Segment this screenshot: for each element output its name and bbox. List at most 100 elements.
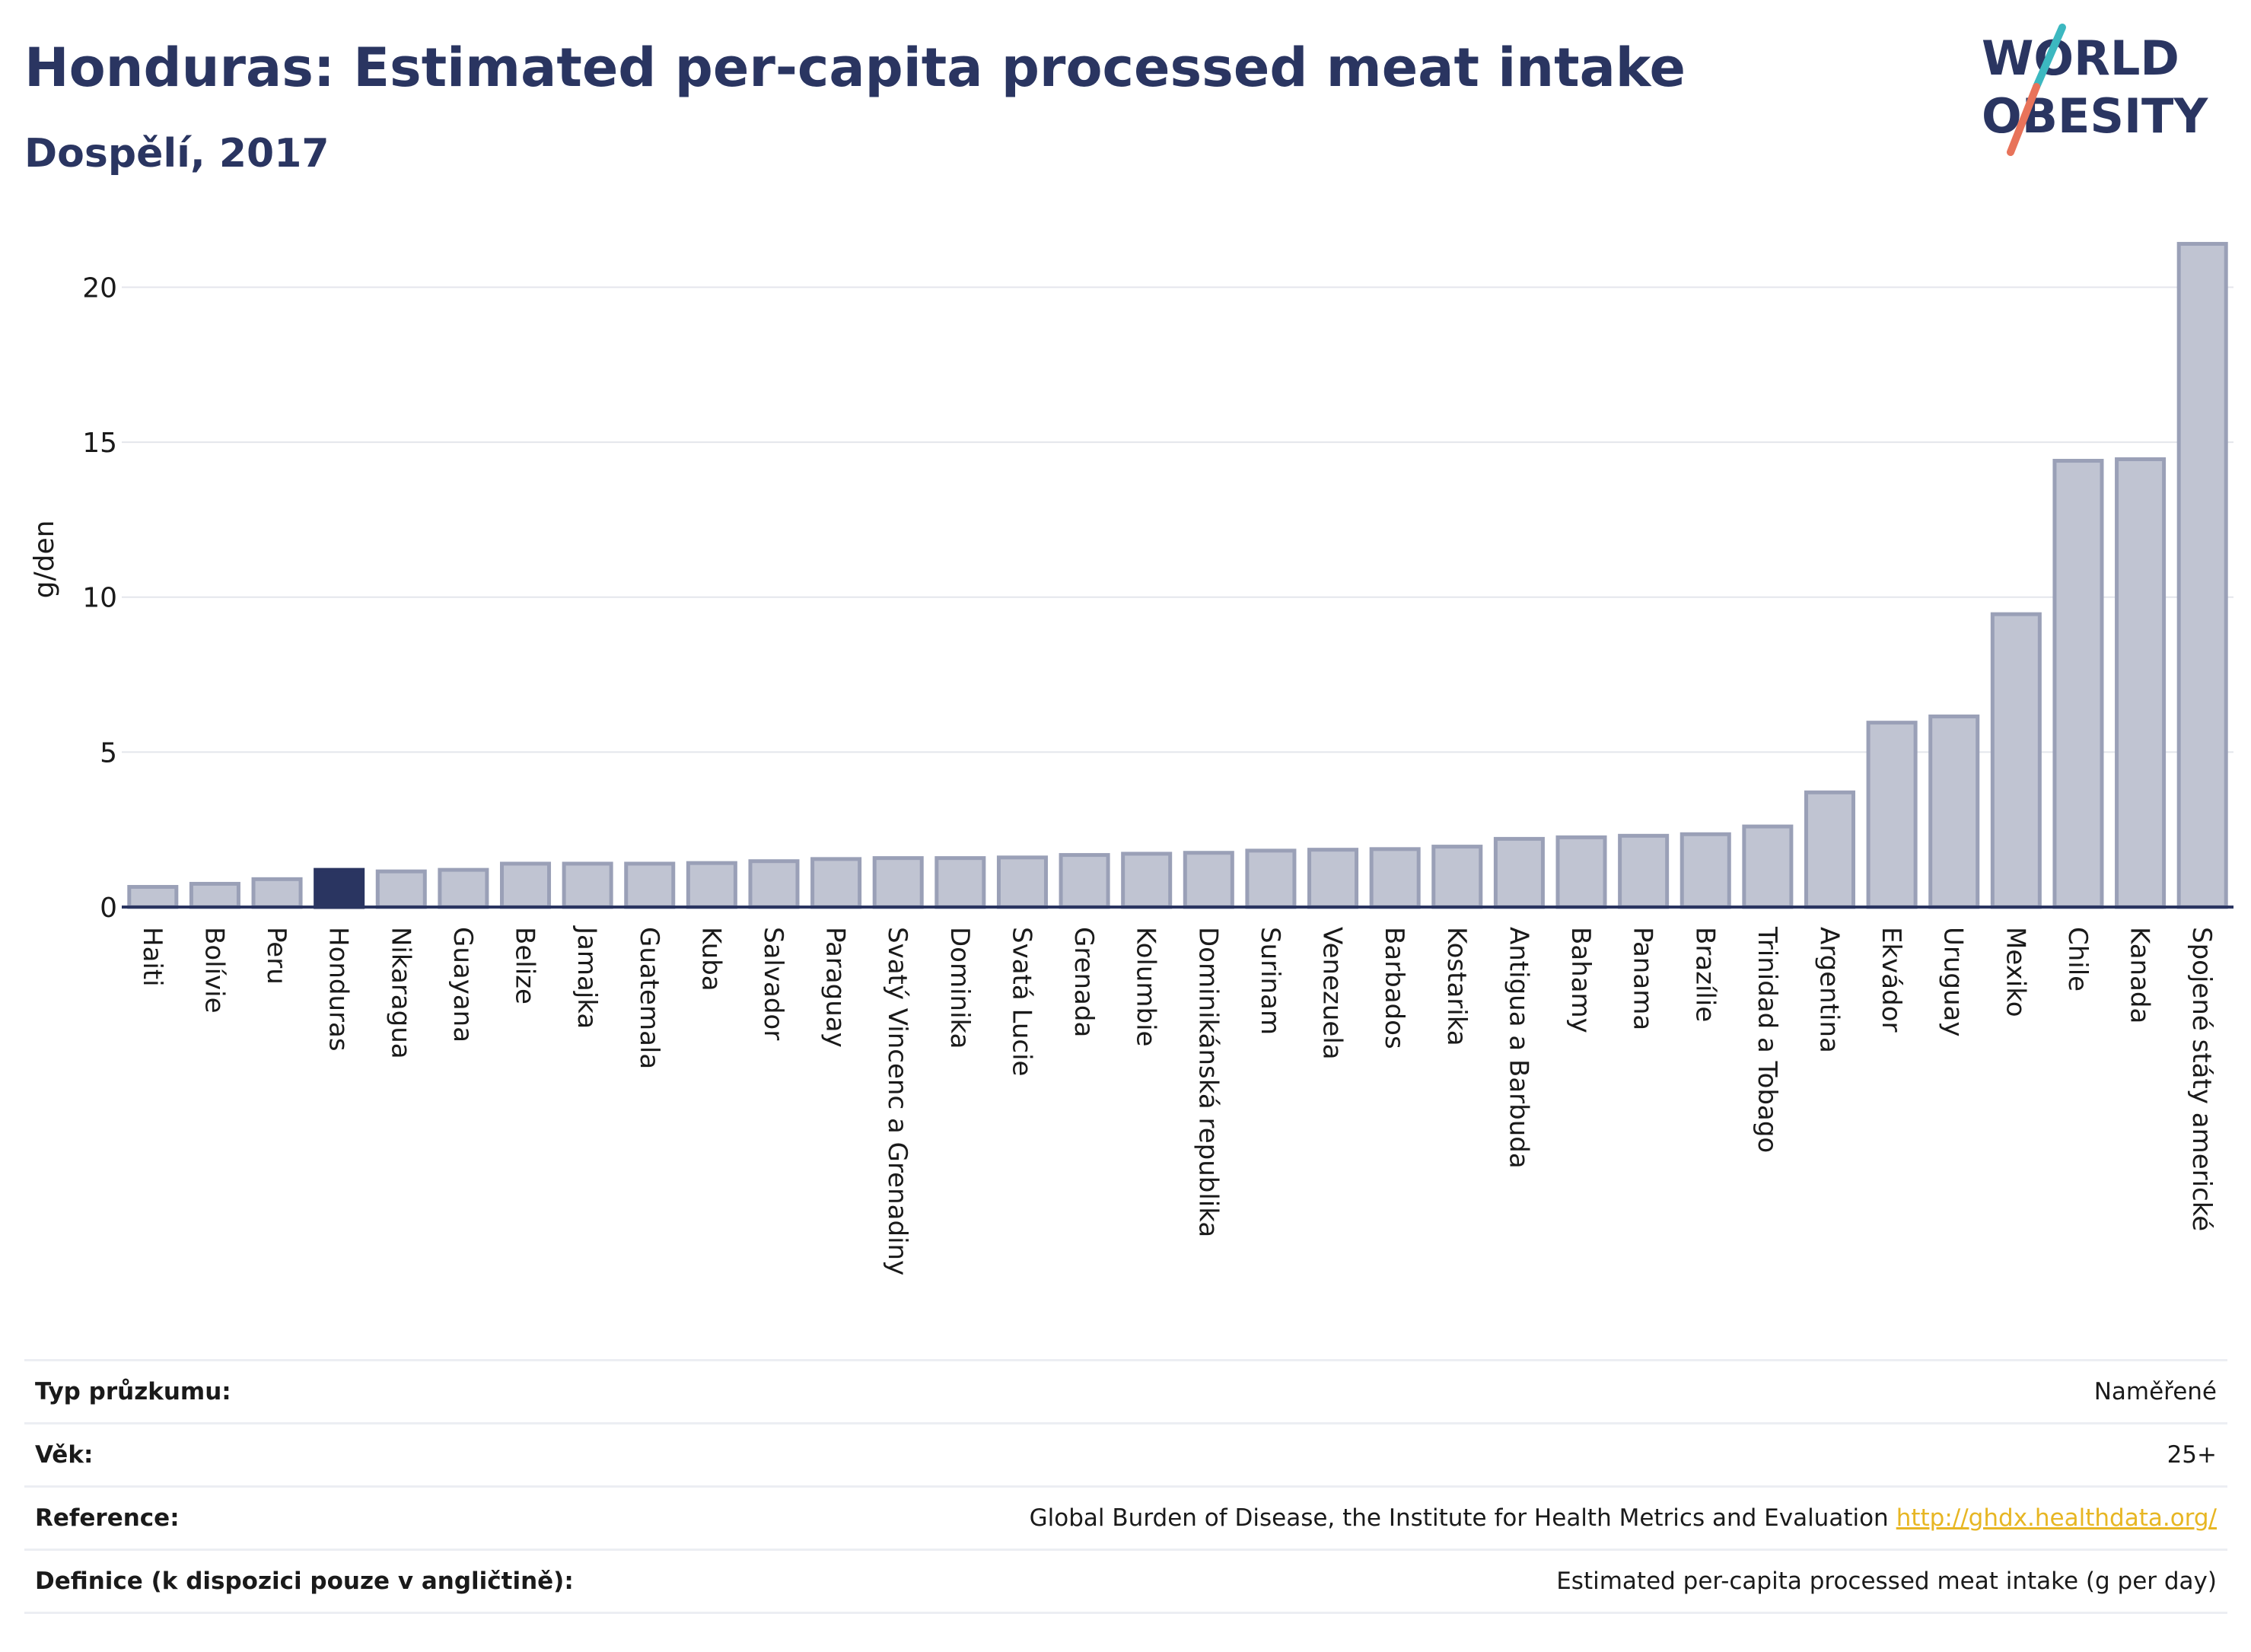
bar-bahamy[interactable] bbox=[1555, 835, 1607, 909]
logo-line1: WORLD bbox=[1982, 30, 2179, 86]
x-tick-label: Bolívie bbox=[199, 927, 229, 1014]
bar-kanada[interactable] bbox=[2115, 457, 2167, 909]
bar-barbados[interactable] bbox=[1369, 847, 1421, 909]
bar-braz-lie[interactable] bbox=[1679, 832, 1731, 909]
x-tick-label: Kuba bbox=[696, 927, 726, 992]
x-tick-label: Svatá Lucie bbox=[1006, 927, 1036, 1076]
x-tick-label: Nikaragua bbox=[385, 927, 415, 1059]
grid-lines bbox=[122, 286, 2233, 753]
x-tick-label: Guayana bbox=[447, 927, 478, 1042]
x-tick-label: Mexiko bbox=[2000, 927, 2030, 1017]
bar-svat-vincenc-a-grenadiny[interactable] bbox=[872, 856, 924, 909]
reference-link[interactable]: http://ghdx.healthdata.org/ bbox=[1896, 1504, 2217, 1532]
x-tick-label: Argentina bbox=[1813, 927, 1844, 1053]
x-tick-label: Bahamy bbox=[1565, 927, 1596, 1033]
x-tick-label: Jamajka bbox=[572, 925, 602, 1029]
page-title: Honduras: Estimated per-capita processed… bbox=[24, 37, 1686, 99]
x-tick-label: Peru bbox=[261, 927, 291, 985]
bar-chart: 0 5 10 15 20 g/den Haiti Bolívie Peru Honduras N… bbox=[29, 241, 2233, 1275]
x-tick-label: Trinidad a Tobago bbox=[1752, 926, 1782, 1153]
metadata-value-text: Global Burden of Disease, the Institute … bbox=[1029, 1504, 1889, 1532]
y-tick-label: 20 bbox=[82, 272, 117, 304]
y-tick-labels: 0 5 10 15 20 bbox=[82, 272, 117, 924]
x-tick-label: Kostarika bbox=[1441, 927, 1472, 1046]
x-tick-label: Barbados bbox=[1379, 927, 1409, 1049]
metadata-row: Věk: 25+ bbox=[24, 1424, 2227, 1488]
x-tick-label: Panama bbox=[1628, 927, 1658, 1030]
bar-honduras[interactable] bbox=[314, 867, 365, 909]
x-tick-label: Dominikánská republika bbox=[1192, 927, 1223, 1237]
y-tick-label: 10 bbox=[82, 583, 117, 614]
bar-argentina[interactable] bbox=[1804, 790, 1856, 909]
x-tick-label: Salvador bbox=[758, 927, 788, 1040]
bar-peru[interactable] bbox=[251, 877, 303, 909]
x-tick-label: Chile bbox=[2062, 927, 2093, 992]
x-tick-label: Antigua a Barbuda bbox=[1503, 927, 1533, 1169]
x-tick-label: Paraguay bbox=[820, 927, 851, 1048]
bar-chile[interactable] bbox=[2052, 459, 2104, 909]
x-tick-label: Spojené státy americké bbox=[2186, 927, 2217, 1231]
x-tick-label: Guatemala bbox=[634, 927, 664, 1069]
x-tick-label: Surinam bbox=[1255, 927, 1285, 1035]
bar-kostarika[interactable] bbox=[1431, 845, 1483, 909]
metadata-value: Estimated per-capita processed meat inta… bbox=[1556, 1568, 2217, 1595]
bar-panama[interactable] bbox=[1618, 833, 1670, 909]
x-tick-label: Haiti bbox=[137, 927, 167, 987]
bar-spojen-st-ty-americk-[interactable] bbox=[2176, 241, 2228, 909]
bar-uruguay[interactable] bbox=[1928, 715, 1980, 909]
metadata-value-text: Naměřené bbox=[2093, 1378, 2217, 1405]
bar-antigua-a-barbuda[interactable] bbox=[1493, 836, 1545, 909]
metadata-value: 25+ bbox=[2167, 1441, 2217, 1469]
metadata-row: Reference: Global Burden of Disease, the … bbox=[24, 1488, 2227, 1551]
bar-haiti[interactable] bbox=[127, 885, 179, 909]
metadata-key: Definice (k dispozici pouze v angličtině… bbox=[35, 1568, 574, 1595]
x-tick-label: Svatý Vincenc a Grenadiny bbox=[882, 927, 912, 1275]
bar-bol-vie[interactable] bbox=[189, 881, 240, 909]
metadata-value: Global Burden of Disease, the Institute … bbox=[1030, 1504, 2217, 1532]
bar-salvador[interactable] bbox=[748, 859, 800, 909]
bar-belize[interactable] bbox=[500, 861, 552, 909]
world-obesity-logo: WORLD OBESITY bbox=[1982, 24, 2208, 156]
metadata-key: Věk: bbox=[35, 1441, 94, 1469]
x-tick-label: Dominika bbox=[944, 927, 975, 1049]
bar-guayana[interactable] bbox=[438, 867, 489, 909]
y-tick-label: 5 bbox=[100, 737, 117, 769]
page-subtitle: Dospělí, 2017 bbox=[24, 131, 330, 177]
bars bbox=[127, 241, 2228, 909]
logo-slash-bottom bbox=[2007, 83, 2040, 156]
bar-ekv-dor[interactable] bbox=[1866, 721, 1918, 909]
metadata-key: Typ průzkumu: bbox=[35, 1378, 231, 1405]
bar-venezuela[interactable] bbox=[1307, 848, 1359, 909]
bar-trinidad-a-tobago[interactable] bbox=[1742, 824, 1794, 909]
bar-dominika[interactable] bbox=[934, 856, 986, 909]
logo-slash-top bbox=[2033, 24, 2066, 91]
metadata-table: Typ průzkumu: Naměřené Věk: 25+ Reference: Gl… bbox=[24, 1359, 2227, 1614]
y-tick-label: 15 bbox=[82, 428, 117, 459]
x-tick-label: Venezuela bbox=[1317, 927, 1348, 1060]
x-tick-label: Kanada bbox=[2125, 927, 2155, 1023]
bar-mexiko[interactable] bbox=[1990, 612, 2042, 909]
x-tick-label: Brazílie bbox=[1689, 927, 1720, 1022]
metadata-value: Naměřené bbox=[2094, 1378, 2217, 1405]
x-tick-label: Belize bbox=[510, 927, 540, 1004]
bar-dominik-nsk-republika[interactable] bbox=[1183, 851, 1234, 909]
bar-grenada[interactable] bbox=[1059, 853, 1110, 909]
metadata-key: Reference: bbox=[35, 1504, 180, 1532]
bar-guatemala[interactable] bbox=[624, 861, 676, 909]
bar-surinam[interactable] bbox=[1245, 848, 1297, 909]
x-tick-label: Kolumbie bbox=[1131, 927, 1161, 1046]
x-tick-labels: Haiti Bolívie Peru Honduras Nikaragua Guayana… bbox=[137, 925, 2217, 1275]
x-tick-label: Ekvádor bbox=[1876, 927, 1906, 1033]
bar-kolumbie[interactable] bbox=[1121, 851, 1173, 909]
bar-kuba[interactable] bbox=[686, 861, 737, 909]
metadata-value-text: 25+ bbox=[2167, 1441, 2217, 1469]
bar-jamajka[interactable] bbox=[562, 861, 613, 909]
x-tick-label: Honduras bbox=[323, 927, 354, 1052]
bar-svat-lucie[interactable] bbox=[996, 855, 1048, 909]
metadata-value-text: Estimated per-capita processed meat inta… bbox=[1556, 1568, 2217, 1595]
metadata-row: Definice (k dispozici pouze v angličtině… bbox=[24, 1551, 2227, 1614]
y-axis-label: g/den bbox=[29, 520, 60, 599]
metadata-row: Typ průzkumu: Naměřené bbox=[24, 1361, 2227, 1424]
bar-nikaragua[interactable] bbox=[375, 869, 427, 909]
bar-paraguay[interactable] bbox=[810, 857, 862, 909]
